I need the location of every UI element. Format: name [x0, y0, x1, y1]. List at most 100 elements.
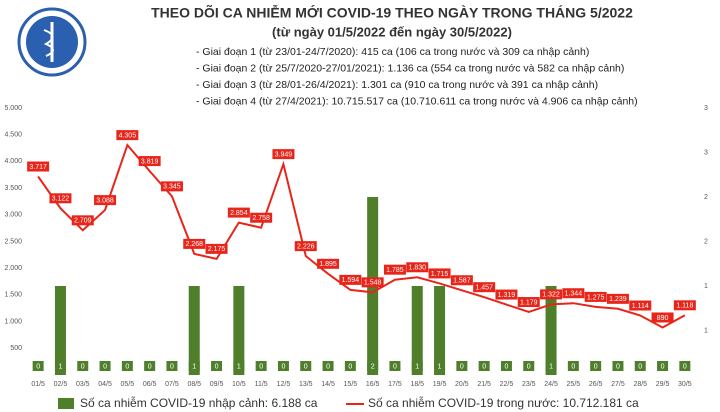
label-box	[434, 361, 446, 371]
label-box	[166, 361, 178, 371]
label-box	[523, 361, 535, 371]
bar-value-label: 0	[81, 363, 85, 370]
label-box	[562, 288, 585, 299]
y-tick-label: 2.000	[4, 265, 22, 272]
label-box	[406, 262, 429, 273]
bar	[411, 286, 423, 375]
label-box	[673, 300, 696, 311]
bar-value-label: 0	[683, 363, 687, 370]
y2-tick-label: 2	[704, 238, 708, 245]
legend-label: Số ca nhiễm COVID-19 trong nước: 10.712.…	[368, 395, 639, 410]
label-box	[32, 361, 44, 371]
x-tick-label: 29/5	[656, 381, 670, 388]
label-box	[450, 275, 473, 286]
bar-value-label: 0	[527, 363, 531, 370]
bar-value-label: 0	[215, 363, 219, 370]
label-box	[233, 361, 245, 371]
x-tick-label: 01/5	[31, 381, 45, 388]
label-box	[71, 215, 94, 226]
y-tick-label: 5.000	[4, 105, 22, 112]
line-value-label: 1.548	[364, 280, 382, 287]
label-box	[317, 258, 340, 269]
x-tick-label: 13/5	[299, 381, 313, 388]
label-box	[160, 181, 183, 192]
line-value-label: 3.088	[96, 197, 114, 204]
label-box	[272, 149, 295, 160]
line-value-label: 3.949	[275, 151, 293, 158]
logo	[17, 7, 87, 77]
line-value-label: 1.587	[453, 278, 471, 285]
label-box	[428, 268, 451, 279]
note: - Giai đoạn 3 (từ 28/01-26/4/2021): 1.30…	[196, 79, 598, 91]
line-value-label: 1.319	[498, 292, 516, 299]
y2-tick-label: 3	[704, 149, 708, 156]
line-value-label: 1.785	[386, 267, 404, 274]
x-tick-label: 25/5	[567, 381, 581, 388]
x-tick-label: 22/5	[500, 381, 514, 388]
x-tick-label: 18/5	[410, 381, 424, 388]
bar-value-label: 0	[594, 363, 598, 370]
bar	[188, 286, 200, 375]
y-tick-label: 4.500	[4, 132, 22, 139]
label-box	[27, 161, 50, 172]
bar-value-label: 0	[36, 363, 40, 370]
line-value-label: 3.122	[52, 196, 70, 203]
label-box	[300, 361, 312, 371]
line-value-label: 1.457	[475, 285, 493, 292]
bar-value-label: 0	[393, 363, 397, 370]
chart-subtitle: (từ ngày 01/5/2022 đến ngày 30/5/2022)	[272, 24, 512, 39]
x-tick-label: 20/5	[455, 381, 469, 388]
bar-value-label: 0	[125, 363, 129, 370]
label-box	[144, 361, 156, 371]
x-tick-label: 21/5	[477, 381, 491, 388]
bar-value-label: 1	[58, 363, 62, 370]
x-tick-label: 02/5	[54, 381, 68, 388]
bar-value-label: 1	[192, 363, 196, 370]
x-tick-label: 04/5	[98, 381, 112, 388]
label-box	[227, 207, 250, 218]
note: - Giai đoạn 1 (từ 23/01-24/7/2020): 415 …	[196, 46, 589, 58]
label-box	[383, 264, 406, 275]
label-box	[255, 361, 267, 371]
line-value-label: 3.717	[29, 164, 47, 171]
line-value-label: 1.830	[408, 265, 426, 272]
bar-value-label: 0	[170, 363, 174, 370]
x-tick-label: 17/5	[388, 381, 402, 388]
label-box	[322, 361, 334, 371]
label-box	[651, 312, 674, 323]
x-tick-label: 14/5	[321, 381, 335, 388]
line-value-label: 2.854	[230, 210, 248, 217]
line	[37, 143, 686, 329]
label-box	[495, 289, 518, 300]
y-tick-label: 2.500	[4, 238, 22, 245]
bar-value-label: 0	[103, 363, 107, 370]
x-tick-label: 12/5	[277, 381, 291, 388]
label-box	[478, 361, 490, 371]
y-tick-label: 4.000	[4, 158, 22, 165]
x-tick-label: 09/5	[210, 381, 224, 388]
y-tick-label: 1.000	[4, 318, 22, 325]
y-tick-label: 3.500	[4, 185, 22, 192]
label-box	[54, 361, 66, 371]
line-value-label: 1.239	[609, 296, 627, 303]
label-box	[339, 274, 362, 285]
label-box	[99, 361, 111, 371]
label-box	[657, 361, 669, 371]
x-tick-label: 26/5	[589, 381, 603, 388]
bar-value-label: 1	[237, 363, 241, 370]
label-box	[138, 156, 161, 167]
y-tick-label: 1.500	[4, 292, 22, 299]
note: - Giai đoạn 4 (từ 27/4/2021): 10.715.517…	[196, 95, 638, 107]
label-box	[567, 361, 579, 371]
line-value-label: 2.709	[74, 218, 92, 225]
label-box	[634, 361, 646, 371]
bar-value-label: 0	[259, 363, 263, 370]
label-box	[389, 361, 401, 371]
bar-value-label: 1	[438, 363, 442, 370]
label-box	[49, 193, 72, 204]
legend-label: Số ca nhiễm COVID-19 nhập cảnh: 6.188 ca	[80, 395, 318, 410]
bar-value-label: 0	[460, 363, 464, 370]
bar	[54, 286, 66, 375]
y2-tick-label: 3	[704, 105, 708, 112]
